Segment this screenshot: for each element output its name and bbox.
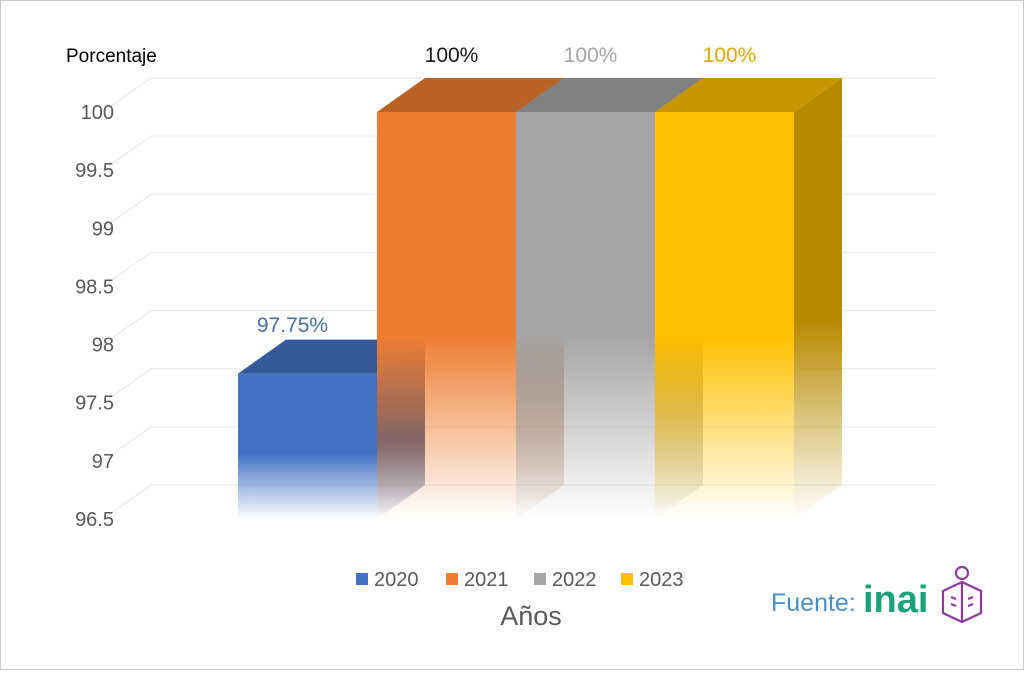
y-axis-ticks: 96.5 97 97.5 98 98.5 99 99.5 100: [75, 102, 114, 531]
source-brand: inai: [863, 579, 928, 621]
y-tick-label: 97: [92, 451, 114, 473]
source-credit: Fuente: inai: [771, 565, 983, 624]
legend-label: 2022: [552, 569, 597, 591]
y-tick-label: 98: [92, 335, 114, 357]
data-label-2021: 100%: [425, 44, 479, 67]
bar-side: [794, 78, 842, 519]
bar-top: [377, 78, 564, 112]
gridline-depth: [102, 77, 152, 113]
data-label-2020: 97.75%: [257, 314, 328, 337]
gridline-depth: [102, 135, 152, 171]
bars: [238, 78, 842, 519]
legend-item-2020: 2020: [356, 569, 419, 591]
data-label-2023: 100%: [703, 44, 757, 67]
legend-item-2022: 2022: [534, 569, 597, 591]
legend-label: 2021: [464, 569, 509, 591]
data-labels: 97.75% 100% 100% 100%: [257, 44, 756, 337]
gridline-depth: [102, 484, 152, 520]
gridline-depth: [102, 252, 152, 287]
y-tick-label: 96.5: [75, 509, 114, 531]
bar-front: [516, 112, 655, 519]
y-tick-label: 98.5: [75, 276, 114, 298]
y-tick-label: 99: [92, 218, 114, 240]
gridline-depth: [102, 368, 152, 404]
bar-front: [655, 112, 794, 519]
y-tick-label: 99.5: [75, 160, 114, 182]
bar-2023: [655, 78, 842, 519]
y-axis-title: Porcentaje: [66, 46, 157, 67]
gridline-depth: [102, 310, 152, 345]
source-prefix: Fuente:: [771, 589, 856, 617]
inai-logo-icon: [941, 565, 983, 624]
bar-front: [377, 112, 516, 519]
gridline-depth: [102, 426, 152, 462]
legend-item-2021: 2021: [446, 569, 509, 591]
legend: 2020 2021 2022 2023: [356, 569, 684, 591]
y-tick-label: 97.5: [75, 393, 114, 415]
bar-top: [655, 78, 842, 112]
data-label-2022: 100%: [564, 44, 618, 67]
legend-label: 2023: [639, 569, 684, 591]
legend-item-2023: 2023: [621, 569, 684, 591]
legend-swatch: [446, 573, 458, 585]
legend-swatch: [356, 573, 368, 585]
bar-front: [238, 373, 377, 519]
y-tick-label: 100: [81, 102, 114, 124]
x-axis-title: Años: [500, 601, 562, 631]
legend-label: 2020: [374, 569, 419, 591]
gridline-depth: [102, 193, 152, 229]
bar-top: [516, 78, 703, 112]
legend-swatch: [621, 573, 633, 585]
legend-swatch: [534, 573, 546, 585]
